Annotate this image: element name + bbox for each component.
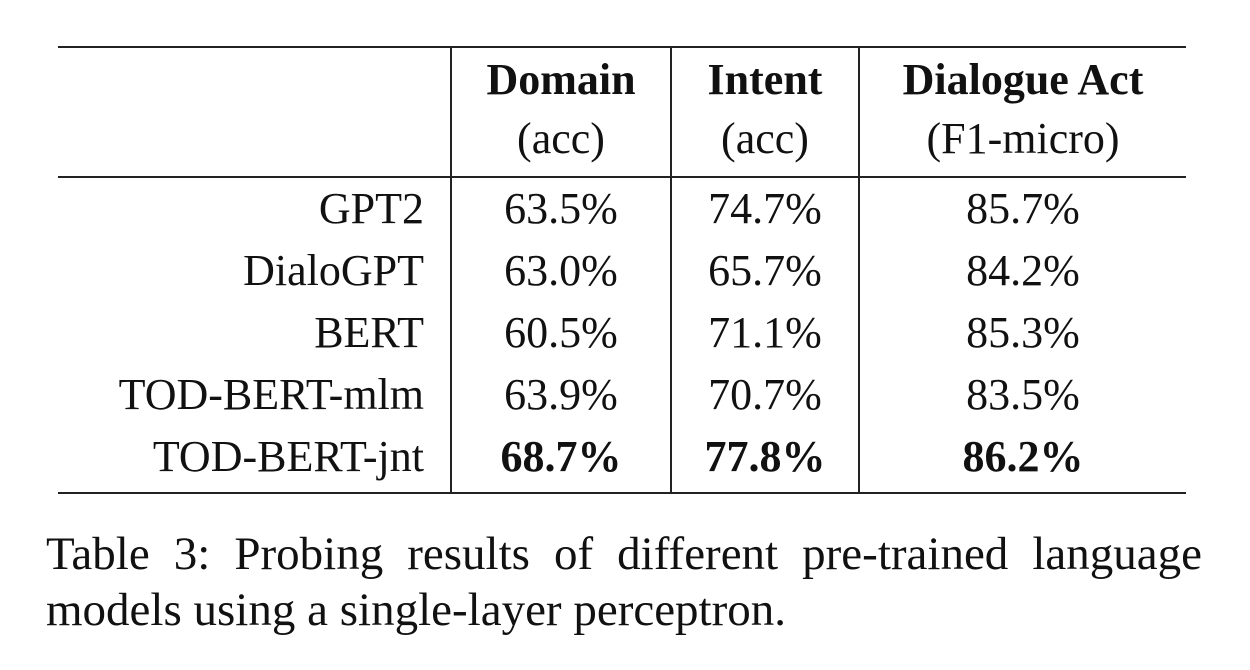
domain-acc: 63.5% bbox=[450, 176, 671, 240]
dialogue-act-f1: 85.7% bbox=[858, 176, 1186, 240]
model-name: GPT2 bbox=[58, 176, 451, 240]
intent-acc-best: 77.8% bbox=[670, 426, 859, 494]
header-intent: Intent (acc) bbox=[670, 46, 859, 177]
model-name: TOD-BERT-jnt bbox=[58, 426, 451, 494]
model-name: BERT bbox=[314, 308, 424, 357]
header-domain-subtitle: (acc) bbox=[517, 114, 605, 163]
header-intent-subtitle: (acc) bbox=[721, 114, 809, 163]
intent-acc: 74.7% bbox=[670, 176, 859, 240]
probing-results-table: Domain (acc) Intent (acc) Dialogue Act (… bbox=[58, 46, 1186, 494]
header-empty-cell bbox=[58, 46, 451, 177]
dialogue-act-f1: 83.5% bbox=[858, 364, 1186, 426]
intent-acc: 71.1% bbox=[670, 302, 859, 364]
intent-acc: 70.7% bbox=[670, 364, 859, 426]
domain-acc: 63.0% bbox=[450, 240, 671, 302]
header-dialogue-act: Dialogue Act (F1-micro) bbox=[858, 46, 1186, 177]
domain-acc: 63.9% bbox=[450, 364, 671, 426]
intent-acc: 65.7% bbox=[670, 240, 859, 302]
dialogue-act-f1: 85.3% bbox=[858, 302, 1186, 364]
model-name: DialoGPT bbox=[243, 246, 424, 295]
table-row: DialoGPT 63.0% 65.7% 84.2% bbox=[58, 240, 1186, 302]
dialogue-act-f1: 84.2% bbox=[858, 240, 1186, 302]
table-row: BERT 60.5% 71.1% 85.3% bbox=[58, 302, 1186, 364]
table-row: GPT2 63.5% 74.7% 85.7% bbox=[58, 176, 1186, 240]
header-dialogue-act-subtitle: (F1-micro) bbox=[926, 114, 1120, 163]
table-header-row: Domain (acc) Intent (acc) Dialogue Act (… bbox=[58, 46, 1186, 177]
header-domain-title: Domain bbox=[486, 55, 636, 104]
header-domain: Domain (acc) bbox=[450, 46, 671, 177]
table-row-best: TOD-BERT-jnt 68.7% 77.8% 86.2% bbox=[58, 426, 1186, 494]
results-table-container: Domain (acc) Intent (acc) Dialogue Act (… bbox=[58, 46, 1186, 494]
header-dialogue-act-title: Dialogue Act bbox=[902, 55, 1144, 104]
domain-acc-best: 68.7% bbox=[450, 426, 671, 494]
dialogue-act-f1-best: 86.2% bbox=[858, 426, 1186, 494]
header-intent-title: Intent bbox=[707, 55, 823, 104]
model-name: TOD-BERT-mlm bbox=[118, 370, 424, 419]
table-caption: Table 3: Probing results of different pr… bbox=[46, 528, 1202, 636]
table-row: TOD-BERT-mlm 63.9% 70.7% 83.5% bbox=[58, 364, 1186, 426]
domain-acc: 60.5% bbox=[450, 302, 671, 364]
